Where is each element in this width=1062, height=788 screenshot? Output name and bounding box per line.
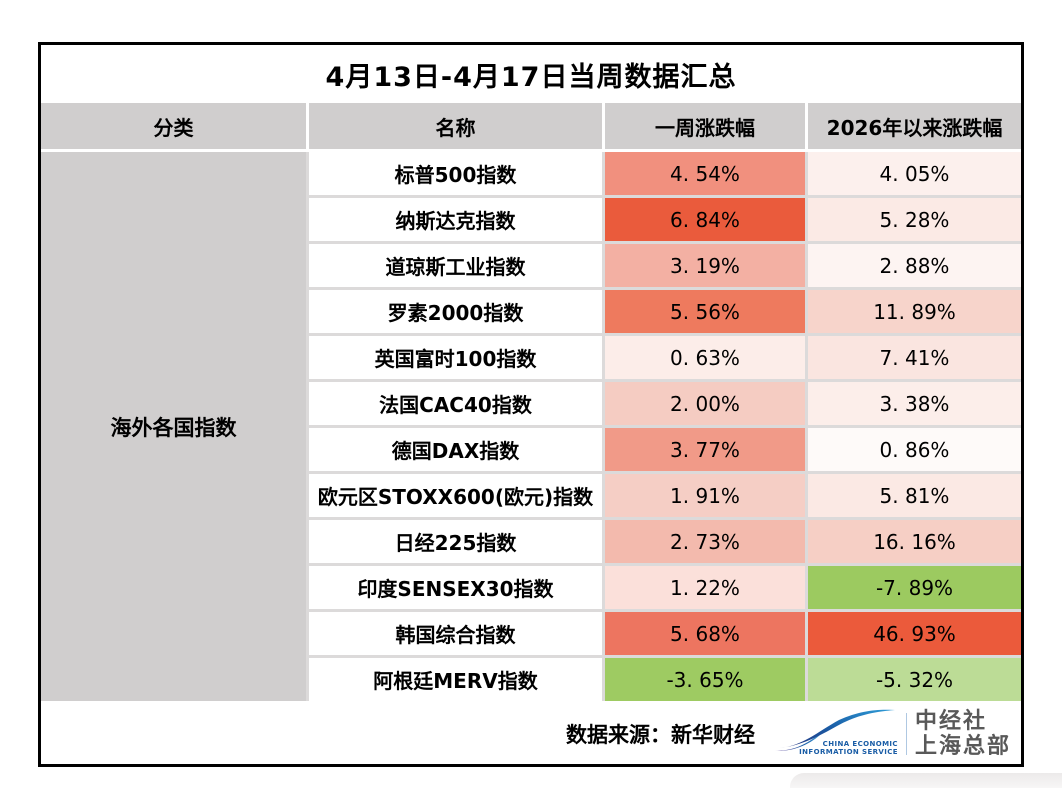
ytd-change-cell: 5. 28% — [808, 198, 1021, 241]
col-header-weekly-change: 一周涨跌幅 — [605, 103, 805, 149]
ytd-change-cell: 16. 16% — [808, 520, 1021, 563]
data-summary-table: 4月13日-4月17日当周数据汇总 分类 名称 一周涨跌幅 2026年以来涨跌幅… — [38, 42, 1024, 767]
weekly-change-cell: 1. 91% — [605, 474, 805, 517]
weekly-change-cell: 3. 19% — [605, 244, 805, 287]
source-label: 数据来源：新华财经 — [565, 723, 755, 747]
ytd-change-cell: 4. 05% — [808, 152, 1021, 195]
ytd-change-cell: 7. 41% — [808, 336, 1021, 379]
col-header-ytd-change: 2026年以来涨跌幅 — [808, 103, 1021, 149]
index-name: 法国CAC40指数 — [309, 382, 602, 425]
index-name: 日经225指数 — [309, 520, 602, 563]
weekly-change-cell: 0. 63% — [605, 336, 805, 379]
ytd-change-cell: 11. 89% — [808, 290, 1021, 333]
weekly-change-cell: 5. 68% — [605, 612, 805, 655]
weekly-change-cell: 6. 84% — [605, 198, 805, 241]
col-header-name: 名称 — [309, 103, 602, 149]
index-name: 英国富时100指数 — [309, 336, 602, 379]
logo-en-line1: CHINA ECONOMIC — [822, 740, 898, 748]
index-name: 罗素2000指数 — [309, 290, 602, 333]
index-name: 欧元区STOXX600(欧元)指数 — [309, 474, 602, 517]
logo-en-line2: INFORMATION SERVICE — [799, 748, 898, 756]
weekly-change-cell: 1. 22% — [605, 566, 805, 609]
col-header-category: 分类 — [41, 103, 306, 149]
logo-divider — [905, 713, 907, 755]
ytd-change-cell: 46. 93% — [808, 612, 1021, 655]
weekly-change-cell: 4. 54% — [605, 152, 805, 195]
logo-cn-line2: 上海总部 — [914, 734, 1011, 759]
cei-logo: CHINA ECONOMIC INFORMATION SERVICE 中经社 上… — [773, 708, 1011, 760]
weekly-change-cell: 2. 73% — [605, 520, 805, 563]
logo-cn-line1: 中经社 — [914, 709, 987, 734]
ytd-change-cell: 5. 81% — [808, 474, 1021, 517]
logo-en-text: CHINA ECONOMIC INFORMATION SERVICE — [799, 740, 898, 756]
weekly-change-cell: -3. 65% — [605, 658, 805, 701]
weekly-change-cell: 3. 77% — [605, 428, 805, 471]
index-name: 纳斯达克指数 — [309, 198, 602, 241]
table-header: 分类 名称 一周涨跌幅 2026年以来涨跌幅 — [41, 103, 1021, 149]
logo-swoosh-icon: CHINA ECONOMIC INFORMATION SERVICE — [773, 708, 898, 760]
index-name: 标普500指数 — [309, 152, 602, 195]
index-name: 道琼斯工业指数 — [309, 244, 602, 287]
ytd-change-cell: 3. 38% — [808, 382, 1021, 425]
logo-cn-text: 中经社 上海总部 — [915, 709, 1011, 759]
weekly-change-cell: 2. 00% — [605, 382, 805, 425]
index-name: 印度SENSEX30指数 — [309, 566, 602, 609]
ytd-change-cell: -5. 32% — [808, 658, 1021, 701]
page-title: 4月13日-4月17日当周数据汇总 — [325, 61, 737, 93]
window-shadow — [790, 773, 1062, 788]
ytd-change-cell: 0. 86% — [808, 428, 1021, 471]
index-name: 阿根廷MERV指数 — [309, 658, 602, 701]
index-name: 德国DAX指数 — [309, 428, 602, 471]
index-name: 韩国综合指数 — [309, 612, 602, 655]
ytd-change-cell: -7. 89% — [808, 566, 1021, 609]
table-footer: 数据来源：新华财经 — [41, 704, 1021, 764]
ytd-change-cell: 2. 88% — [808, 244, 1021, 287]
weekly-change-cell: 5. 56% — [605, 290, 805, 333]
category-cell: 海外各国指数 — [41, 152, 306, 701]
table-body: 海外各国指数 标普500指数 4. 54% 4. 05% 纳斯达克指数 6. 8… — [41, 152, 1021, 701]
swoosh-wave-icon — [774, 709, 895, 751]
